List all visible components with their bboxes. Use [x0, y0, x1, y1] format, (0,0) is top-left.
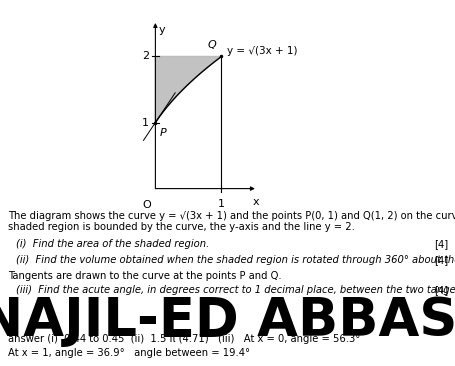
Text: x: x — [253, 197, 259, 207]
Text: (i)  Find the area of the shaded region.: (i) Find the area of the shaded region. — [16, 239, 209, 249]
Text: Q: Q — [207, 40, 216, 50]
Text: NAJIL-ED ABBASI: NAJIL-ED ABBASI — [0, 295, 455, 347]
Text: y: y — [158, 25, 165, 36]
Text: 1: 1 — [142, 117, 148, 127]
Text: O: O — [142, 201, 151, 210]
Text: 2: 2 — [142, 52, 148, 61]
Text: [4]: [4] — [433, 285, 447, 295]
Text: y = √(3x + 1): y = √(3x + 1) — [226, 46, 297, 56]
Text: P: P — [159, 128, 166, 138]
Text: Tangents are drawn to the curve at the points P and Q.: Tangents are drawn to the curve at the p… — [8, 271, 281, 281]
Text: (ii)  Find the volume obtained when the shaded region is rotated through 360° ab: (ii) Find the volume obtained when the s… — [16, 255, 455, 265]
Text: answer (i)  0.44 to 0.45  (ii)  1.5 π (4.71)   (iii)   At x = 0, angle = 56.3°: answer (i) 0.44 to 0.45 (ii) 1.5 π (4.71… — [8, 334, 359, 344]
Text: The diagram shows the curve y = √(3x + 1) and the points P(0, 1) and Q(1, 2) on : The diagram shows the curve y = √(3x + 1… — [8, 211, 455, 221]
Text: [4]: [4] — [433, 255, 447, 265]
Polygon shape — [155, 56, 221, 123]
Text: At x = 1, angle = 36.9°   angle between = 19.4°: At x = 1, angle = 36.9° angle between = … — [8, 348, 250, 358]
Text: 1: 1 — [217, 199, 224, 209]
Text: shaded region is bounded by the curve, the y-axis and the line y = 2.: shaded region is bounded by the curve, t… — [8, 222, 354, 232]
Text: [4]: [4] — [433, 239, 447, 249]
Text: (iii)  Find the acute angle, in degrees correct to 1 decimal place, between the : (iii) Find the acute angle, in degrees c… — [16, 285, 455, 295]
